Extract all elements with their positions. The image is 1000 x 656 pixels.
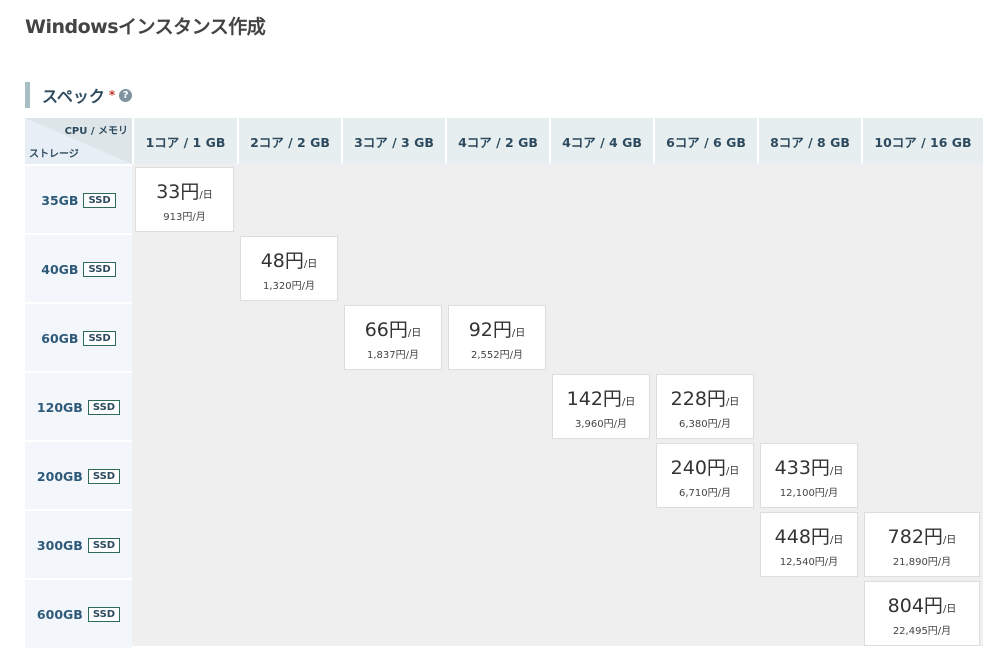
column-header: 2コア / 2 GB	[237, 118, 341, 164]
table-corner-header: CPU / メモリ ストレージ	[25, 118, 132, 164]
ssd-badge: SSD	[87, 468, 121, 484]
ssd-badge: SSD	[87, 537, 121, 553]
row-header: 60GB SSD	[25, 302, 132, 372]
monthly-price: 12,540円/月	[779, 557, 839, 568]
ssd-badge: SSD	[83, 261, 116, 277]
daily-price: 228円	[670, 388, 726, 410]
required-mark: *	[108, 88, 116, 102]
monthly-price: 3,960円/月	[575, 419, 627, 430]
day-unit: /日	[303, 259, 318, 270]
price-option[interactable]: 66円/日 1,837円/月	[344, 305, 442, 370]
row-header: 300GB SSD	[25, 509, 132, 579]
daily-price: 804円	[887, 595, 943, 617]
day-unit: /日	[829, 535, 844, 546]
monthly-price: 6,710円/月	[679, 488, 731, 499]
storage-size: 35GB	[41, 192, 79, 208]
day-unit: /日	[621, 397, 636, 408]
daily-price: 92円	[468, 319, 512, 341]
storage-size: 600GB	[36, 606, 83, 622]
storage-size: 200GB	[36, 468, 83, 484]
price-option[interactable]: 142円/日 3,960円/月	[552, 374, 650, 439]
page-title: Windowsインスタンス作成	[25, 16, 266, 38]
daily-price: 66円	[364, 319, 408, 341]
storage-size: 300GB	[36, 537, 83, 553]
column-header: 4コア / 4 GB	[549, 118, 653, 164]
monthly-price: 913円/月	[163, 212, 206, 223]
daily-price: 142円	[566, 388, 622, 410]
ssd-badge: SSD	[83, 192, 116, 208]
row-header: 35GB SSD	[25, 164, 132, 234]
price-option[interactable]: 92円/日 2,552円/月	[448, 305, 546, 370]
price-option[interactable]: 448円/日 12,540円/月	[760, 512, 858, 577]
daily-price: 48円	[260, 250, 304, 272]
cpu-memory-label: CPU / メモリ	[64, 126, 128, 137]
ssd-badge: SSD	[87, 399, 121, 415]
daily-price: 33円	[156, 181, 200, 203]
day-unit: /日	[829, 466, 844, 477]
column-header: 10コア / 16 GB	[861, 118, 983, 164]
ssd-badge: SSD	[83, 330, 116, 346]
storage-size: 40GB	[41, 261, 79, 277]
storage-size: 60GB	[41, 330, 79, 346]
column-header: 8コア / 8 GB	[757, 118, 861, 164]
column-header: 6コア / 6 GB	[653, 118, 757, 164]
monthly-price: 1,837円/月	[367, 350, 419, 361]
price-option[interactable]: 48円/日 1,320円/月	[240, 236, 338, 301]
monthly-price: 2,552円/月	[471, 350, 523, 361]
storage-label: ストレージ	[29, 149, 79, 160]
day-unit: /日	[725, 466, 740, 477]
daily-price: 240円	[670, 457, 726, 479]
price-option[interactable]: 33円/日 913円/月	[135, 167, 234, 232]
monthly-price: 1,320円/月	[263, 281, 315, 292]
help-icon[interactable]: ?	[119, 88, 133, 102]
row-header: 600GB SSD	[25, 578, 132, 648]
daily-price: 433円	[774, 457, 830, 479]
column-header: 3コア / 3 GB	[341, 118, 445, 164]
column-header: 4コア / 2 GB	[445, 118, 549, 164]
price-option[interactable]: 228円/日 6,380円/月	[656, 374, 754, 439]
monthly-price: 12,100円/月	[779, 488, 839, 499]
row-header: 200GB SSD	[25, 440, 132, 510]
price-option[interactable]: 782円/日 21,890円/月	[864, 512, 980, 577]
row-header: 120GB SSD	[25, 371, 132, 441]
day-unit: /日	[199, 190, 213, 201]
ssd-badge: SSD	[87, 606, 121, 622]
price-option[interactable]: 804円/日 22,495円/月	[864, 581, 980, 646]
column-header: 1コア / 1 GB	[132, 118, 237, 164]
row-header: 40GB SSD	[25, 233, 132, 303]
day-unit: /日	[725, 397, 740, 408]
day-unit: /日	[942, 604, 957, 615]
day-unit: /日	[942, 535, 957, 546]
section-header-spec: スペック * ?	[25, 82, 133, 108]
monthly-price: 6,380円/月	[679, 419, 731, 430]
daily-price: 448円	[774, 526, 830, 548]
storage-size: 120GB	[36, 399, 83, 415]
daily-price: 782円	[887, 526, 943, 548]
monthly-price: 22,495円/月	[892, 626, 952, 637]
section-title: スペック	[42, 87, 105, 106]
price-option[interactable]: 240円/日 6,710円/月	[656, 443, 754, 508]
spec-price-table: CPU / メモリ ストレージ 1コア / 1 GB 2コア / 2 GB 3コア …	[25, 118, 983, 648]
monthly-price: 21,890円/月	[892, 557, 952, 568]
price-option[interactable]: 433円/日 12,100円/月	[760, 443, 858, 508]
day-unit: /日	[407, 328, 422, 339]
day-unit: /日	[511, 328, 526, 339]
